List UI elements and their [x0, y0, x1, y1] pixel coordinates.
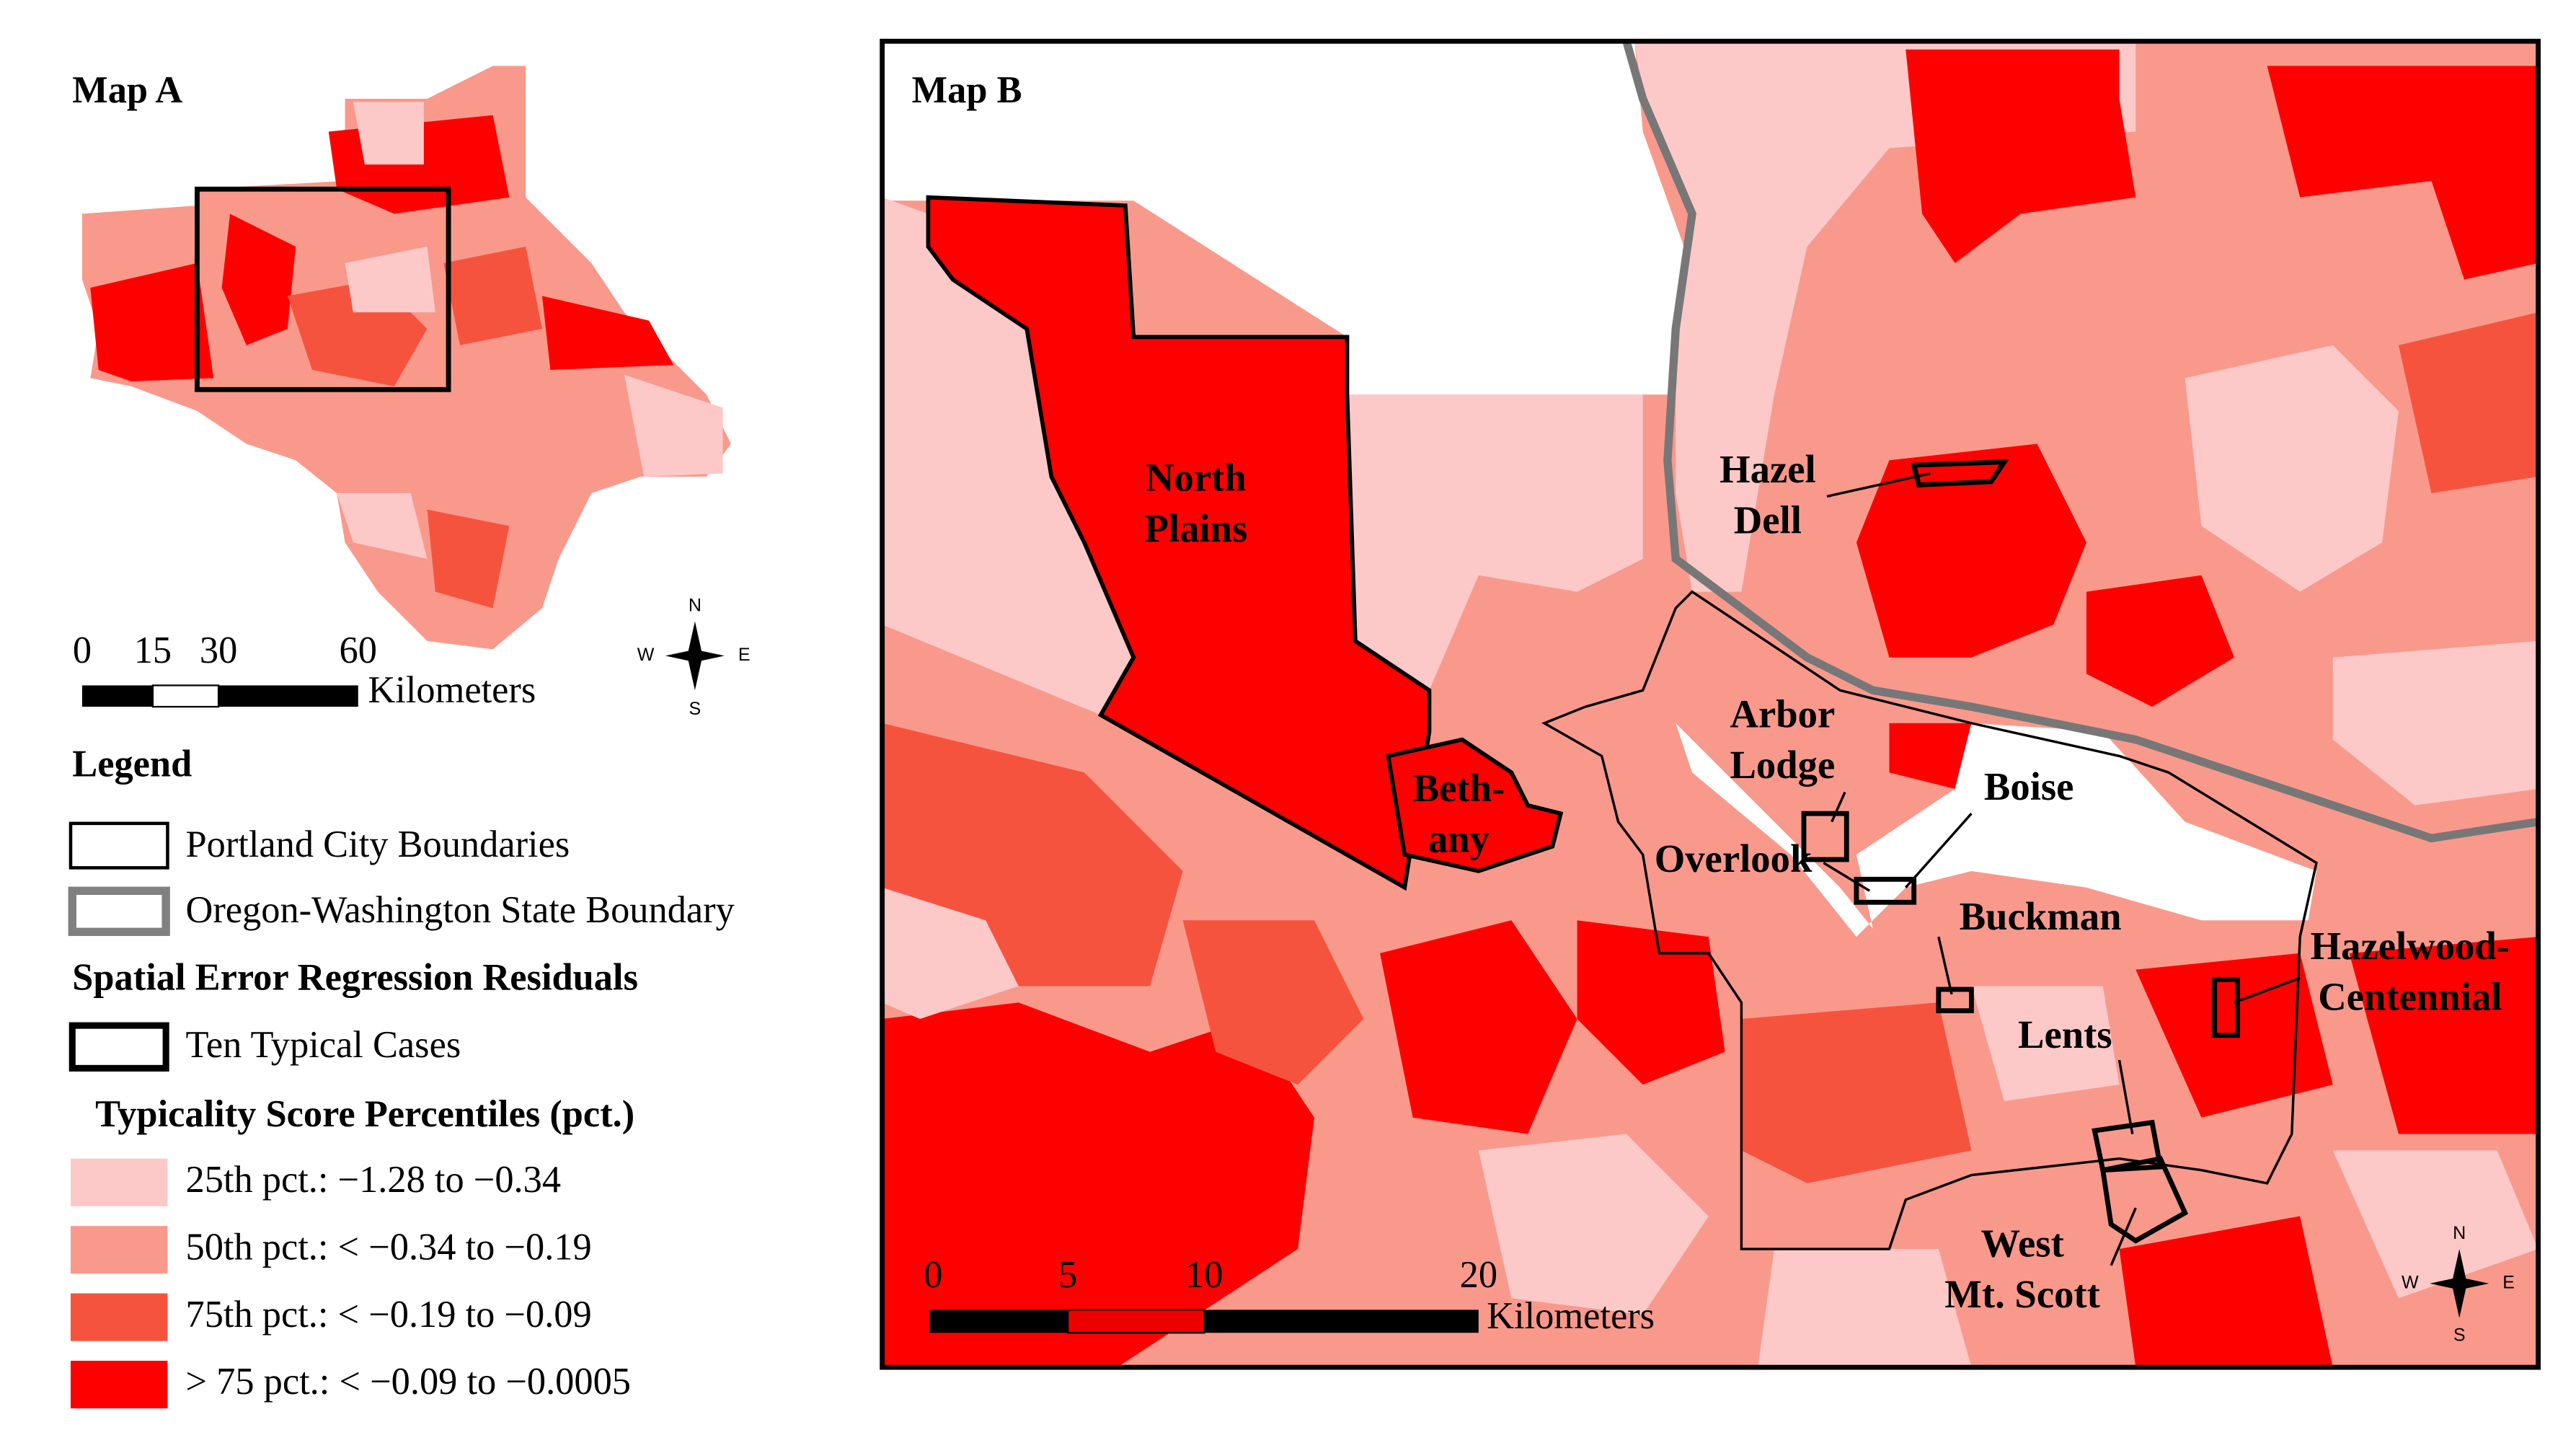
map-b-scale: 0 5 10 20 Kilometers: [924, 1254, 1655, 1337]
place-label: Arbor: [1730, 692, 1836, 736]
compass-a: N S W E: [637, 596, 751, 720]
legend-label: > 75 pct.: < −0.09 to −0.0005: [185, 1361, 631, 1403]
legend-subtitle: Typicality Score Percentiles (pct.): [95, 1093, 634, 1135]
compass-b: N S W E: [2402, 1223, 2515, 1345]
place-label: West: [1980, 1221, 2063, 1265]
place-label: Centennial: [2318, 975, 2502, 1019]
place-label: North: [1146, 455, 1247, 499]
legend-label: 25th pct.: −1.28 to −0.34: [185, 1159, 561, 1201]
extent-box: [195, 186, 451, 392]
legend-title: Legend: [72, 743, 192, 785]
legend: Legend Portland City Boundaries Oregon-W…: [68, 743, 735, 1409]
scale-tick: 60: [340, 630, 377, 671]
map-a-scale: 0 15 30 60 Kilometers: [73, 630, 536, 711]
compass-w: W: [2402, 1273, 2419, 1293]
scale-tick: 0: [924, 1254, 942, 1296]
scale-tick: 15: [134, 630, 172, 671]
compass-s: S: [2453, 1325, 2466, 1345]
compass-e: E: [2502, 1273, 2515, 1293]
place-label: Buckman: [1960, 894, 2122, 938]
legend-subtitle: Spatial Error Regression Residuals: [72, 957, 638, 999]
scale-unit: Kilometers: [1487, 1295, 1655, 1337]
scale-tick: 5: [1058, 1254, 1077, 1296]
place-label: Mt. Scott: [1944, 1272, 2100, 1316]
place-label: Hazelwood-: [2311, 924, 2510, 968]
compass-w: W: [637, 645, 655, 665]
legend-swatch: [70, 1226, 168, 1274]
scale-tick: 30: [200, 630, 237, 671]
place-label: any: [1428, 817, 1490, 861]
scale-unit: Kilometers: [368, 669, 536, 711]
legend-swatch: [70, 1158, 168, 1206]
legend-label: 50th pct.: < −0.34 to −0.19: [185, 1226, 591, 1268]
map-a: [81, 66, 732, 650]
legend-label: Portland City Boundaries: [185, 824, 570, 865]
map-b-title: Map B: [912, 69, 1022, 111]
place-label: Beth-: [1413, 766, 1505, 810]
map-b: [880, 38, 2541, 1370]
compass-e: E: [738, 645, 751, 665]
legend-label: Ten Typical Cases: [185, 1024, 461, 1066]
place-label: Boise: [1984, 764, 2074, 808]
place-label: Lents: [2018, 1012, 2112, 1056]
scale-tick: 20: [1460, 1254, 1497, 1296]
compass-s: S: [689, 699, 701, 719]
legend-swatch: [70, 1360, 168, 1409]
place-label: Lodge: [1730, 743, 1835, 787]
legend-label: 75th pct.: < −0.19 to −0.09: [185, 1294, 591, 1336]
compass-n: N: [2453, 1223, 2466, 1243]
place-label: Overlook: [1655, 836, 1813, 880]
map-a-title: Map A: [72, 69, 182, 111]
place-label: Hazel: [1719, 447, 1816, 491]
legend-swatch: [70, 1293, 168, 1341]
compass-n: N: [689, 596, 701, 616]
scale-tick: 0: [73, 630, 92, 671]
scale-tick: 10: [1185, 1254, 1223, 1296]
place-label: Plains: [1144, 506, 1247, 550]
place-label: Dell: [1734, 498, 1802, 542]
legend-label: Oregon-Washington State Boundary: [185, 889, 734, 931]
